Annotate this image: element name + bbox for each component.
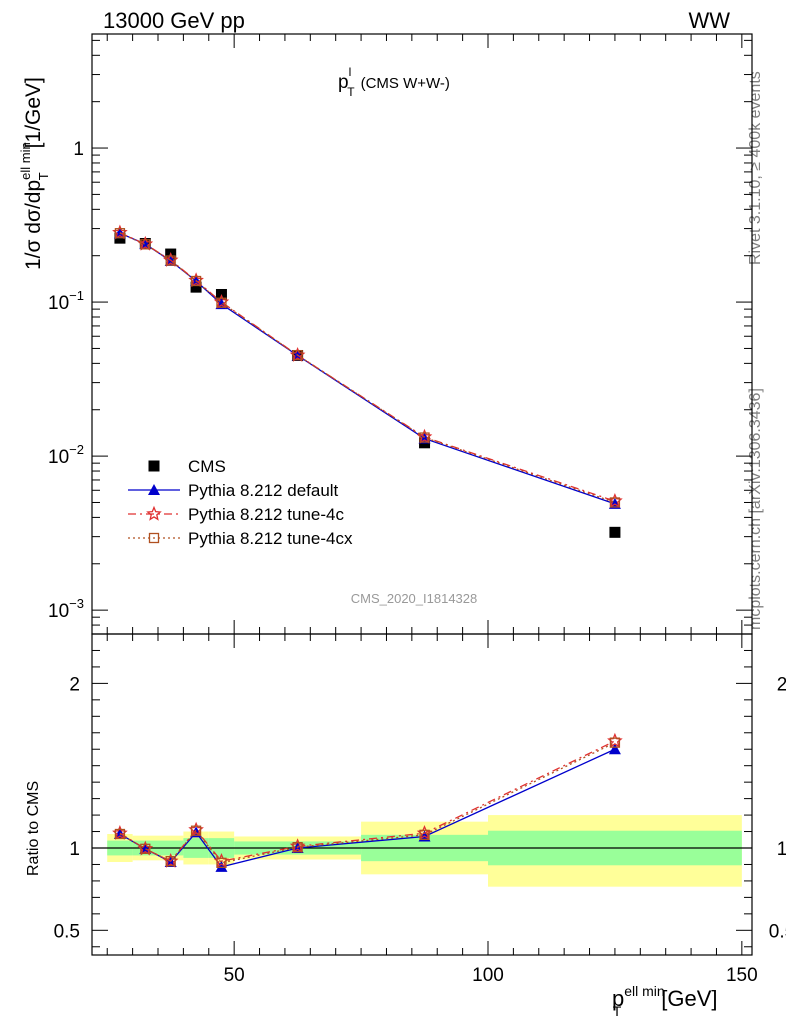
ratio-point-0 xyxy=(215,860,228,872)
ratio-point-2 xyxy=(190,825,202,836)
y-tick-label-top: 10−3 xyxy=(48,596,84,622)
legend-label: CMS xyxy=(188,457,226,476)
y-tick-label-bottom: 1 xyxy=(69,839,80,860)
legend-marker xyxy=(148,532,160,544)
legend-marker xyxy=(148,484,160,495)
plot-title-main: p xyxy=(338,72,349,93)
x-tick-label: 50 xyxy=(224,965,245,986)
data-point-top-3 xyxy=(609,497,621,508)
data-point-top-3 xyxy=(419,432,430,443)
ratio-bands xyxy=(92,815,752,887)
legend-marker xyxy=(146,505,162,521)
y-tick-label-bottom-right: 2 xyxy=(777,674,786,695)
ratio-point-2 xyxy=(140,843,151,854)
data-point-top-3 xyxy=(190,275,202,287)
ratio-point-2 xyxy=(609,737,621,748)
y-tick-label-top: 10−2 xyxy=(48,442,84,468)
y-tick-label-top: 10−1 xyxy=(48,288,84,314)
ratio-point-2 xyxy=(165,856,176,867)
y-axis-label-sup: ell min xyxy=(18,142,33,180)
data-point-top-0 xyxy=(190,281,202,293)
plot-title-sup: l xyxy=(349,65,352,79)
data-point-top-3 xyxy=(292,350,303,361)
y-axis-label-prefix: 1/σ dσ/dp xyxy=(22,180,45,270)
x-axis-label-main: p xyxy=(612,986,624,1011)
plot-title-suffix: (CMS W+W-) xyxy=(361,75,450,92)
y-axis-label-top: 1/σ dσ/dpell min T [1/GeV] xyxy=(18,77,51,270)
x-tick-label: 100 xyxy=(472,965,504,986)
x-axis-label-sup: ell min xyxy=(624,983,664,999)
y-tick-label-bottom-right: 1 xyxy=(777,839,786,860)
header-right-label: WW xyxy=(688,8,730,33)
watermark: CMS_2020_I1814328 xyxy=(351,591,478,606)
y-axis-label-sub: T xyxy=(36,172,51,180)
bottom-panel-frame xyxy=(91,633,753,956)
ratio-point-2 xyxy=(216,857,227,868)
plot-title-sub: T xyxy=(347,85,355,99)
y-tick-label-bottom: 2 xyxy=(69,674,80,695)
mcplots-label: mcplots.cern.ch [arXiv:1306.3436] xyxy=(747,388,764,630)
y-tick-label-bottom-right: 0.5 xyxy=(769,921,786,942)
legend-label: Pythia 8.212 tune-4cx xyxy=(188,529,353,548)
plot-title: pl T (CMS W+W-) xyxy=(338,65,450,99)
y-tick-label-bottom: 0.5 xyxy=(54,921,80,942)
series-bottom xyxy=(112,732,623,872)
ratio-point-2 xyxy=(419,829,430,840)
data-point-top-3 xyxy=(165,255,176,266)
data-point-top-3 xyxy=(114,228,126,239)
legend-marker xyxy=(148,460,160,472)
y-tick-label-top: 1 xyxy=(73,139,84,160)
legend-label: Pythia 8.212 tune-4c xyxy=(188,505,344,524)
data-point-top-3 xyxy=(140,239,151,250)
x-axis-label: pell min T [GeV] xyxy=(612,983,718,1019)
y-axis-label-unit: [1/GeV] xyxy=(22,77,45,148)
ratio-point-2 xyxy=(292,842,303,853)
x-axis-label-unit: [GeV] xyxy=(661,986,717,1011)
data-point-top-3 xyxy=(216,297,227,308)
header-left-label: 13000 GeV pp xyxy=(103,8,245,33)
x-tick-label: 150 xyxy=(726,965,758,986)
series-top xyxy=(112,224,623,538)
ratio-point-0 xyxy=(608,743,621,755)
ratio-point-2 xyxy=(114,828,126,840)
x-axis-label-sub: T xyxy=(613,1003,622,1019)
series-line-top-2 xyxy=(119,232,616,502)
axes: 50 100 150 10−3 10−2 10−1 1 0.5 0.5 1 1 2 2 xyxy=(48,33,786,986)
y-axis-label-bottom: Ratio to CMS xyxy=(25,781,42,876)
data-point-top-0 xyxy=(609,526,621,538)
legend-label: Pythia 8.212 default xyxy=(188,481,339,500)
legend: CMS Pythia 8.212 default Pythia 8.212 tune… xyxy=(128,457,353,548)
rivet-label: Rivet 3.1.10, ≥ 400k events xyxy=(747,71,764,265)
